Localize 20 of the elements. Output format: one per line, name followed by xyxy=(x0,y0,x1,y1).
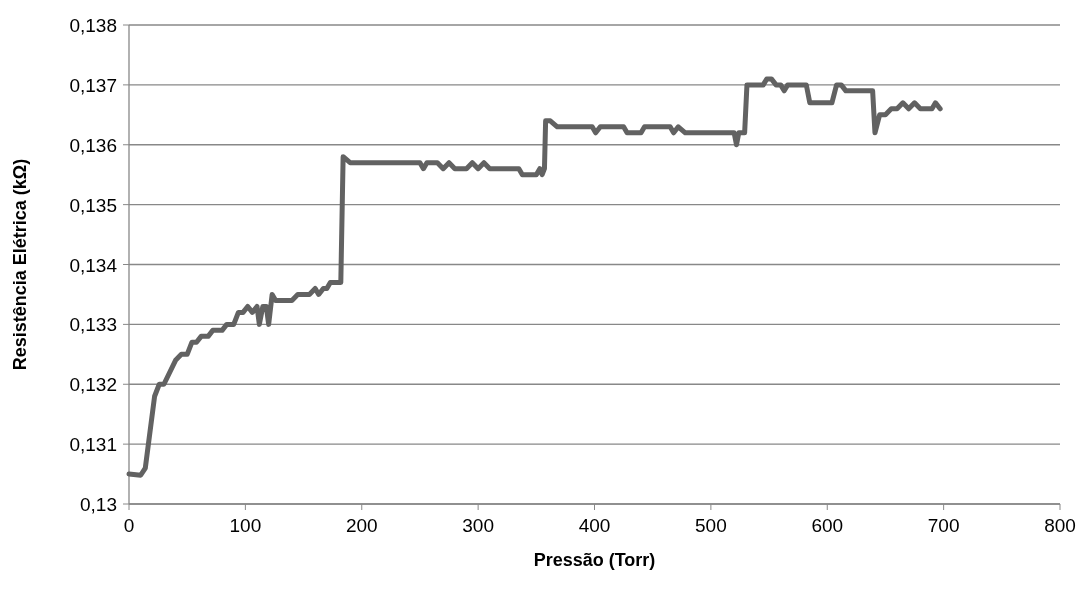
y-tick-label: 0,132 xyxy=(69,374,117,396)
y-tick-label: 0,137 xyxy=(69,74,117,96)
x-tick-label: 0 xyxy=(123,515,135,536)
x-tick-label: 800 xyxy=(1044,515,1076,536)
y-tick-label: 0,138 xyxy=(69,15,117,36)
x-tick-label: 400 xyxy=(578,515,611,536)
y-tick-label: 0,131 xyxy=(69,434,117,456)
y-tick-label: 0,135 xyxy=(69,194,117,216)
y-tick-label: 0,13 xyxy=(80,494,117,515)
x-tick-label: 700 xyxy=(927,515,960,536)
x-tick-label: 300 xyxy=(462,515,494,536)
y-tick-label: 0,134 xyxy=(69,254,118,276)
y-axis-title: Resistência Elétrica (kΩ) xyxy=(10,158,30,371)
x-tick-label: 100 xyxy=(229,515,262,536)
x-tick-label: 500 xyxy=(695,515,727,536)
x-tick-label: 600 xyxy=(811,515,844,536)
y-tick-label: 0,133 xyxy=(69,314,117,336)
y-tick-label: 0,136 xyxy=(69,134,117,156)
x-axis-title: Pressão (Torr) xyxy=(533,550,656,570)
x-tick-label: 200 xyxy=(345,515,378,536)
